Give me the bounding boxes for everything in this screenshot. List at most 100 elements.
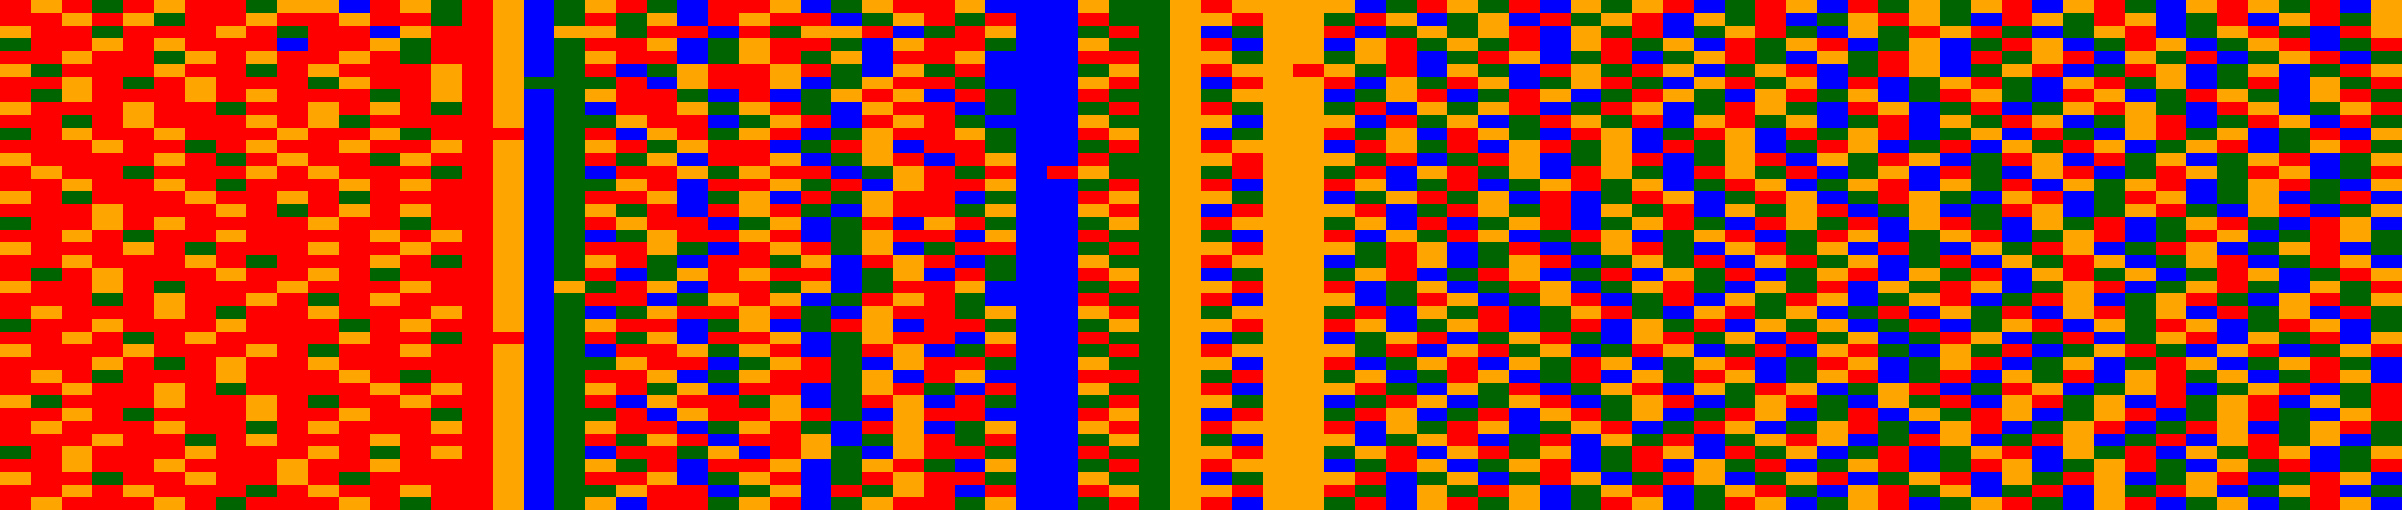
cell: [0, 38, 31, 51]
cell: [1232, 89, 1263, 102]
cell: [2032, 408, 2063, 421]
cell: [1848, 383, 1878, 395]
cell: [1509, 13, 1540, 26]
cell: [893, 0, 924, 13]
cell: [677, 434, 708, 446]
cell: [770, 115, 801, 128]
cell: [1940, 344, 1971, 357]
cell: [1232, 140, 1263, 153]
cell: [924, 191, 955, 204]
cell: [585, 217, 616, 230]
cell: [462, 434, 493, 446]
cell: [585, 51, 616, 64]
cell: [801, 497, 831, 510]
cell: [92, 217, 123, 230]
cell: [924, 51, 955, 64]
cell: [554, 0, 585, 13]
cell: [493, 217, 524, 230]
cell: [585, 128, 616, 140]
cell: [308, 242, 339, 255]
cell: [1725, 497, 1755, 510]
cell: [831, 179, 862, 191]
cell: [1417, 89, 1447, 102]
cell: [2094, 179, 2125, 191]
cell: [831, 446, 862, 459]
cell: [1324, 357, 1355, 370]
cell: [831, 268, 862, 281]
cell: [1632, 408, 1663, 421]
cell: [339, 497, 370, 510]
cell: [370, 166, 400, 179]
cell: [308, 344, 339, 357]
cell: [1601, 446, 1632, 459]
cell: [493, 395, 524, 408]
cell: [277, 230, 308, 242]
cell: [1817, 242, 1848, 255]
cell: [2340, 357, 2371, 370]
cell: [1601, 13, 1632, 26]
cell: [801, 64, 831, 77]
cell: [1940, 242, 1971, 255]
cell: [1694, 102, 1725, 115]
cell: [2279, 166, 2310, 179]
cell: [1694, 153, 1725, 166]
cell: [924, 332, 955, 344]
cell: [1078, 38, 1109, 51]
cell: [1632, 344, 1663, 357]
cell: [708, 0, 739, 13]
cell: [1109, 128, 1139, 140]
cell: [1632, 51, 1663, 64]
cell: [123, 421, 154, 434]
cell: [1078, 255, 1109, 268]
cell: [216, 13, 246, 26]
cell: [92, 38, 123, 51]
cell: [1417, 408, 1447, 421]
cell: [924, 64, 955, 77]
cell: [400, 306, 431, 319]
cell: [62, 357, 92, 370]
cell: [2310, 38, 2340, 51]
cell: [2310, 217, 2340, 230]
cell: [370, 497, 400, 510]
cell: [1201, 204, 1232, 217]
cell: [1909, 191, 1940, 204]
cell: [1355, 434, 1386, 446]
cell: [1417, 217, 1447, 230]
cell: [246, 140, 277, 153]
cell: [1324, 268, 1355, 281]
cell: [400, 357, 431, 370]
cell: [277, 357, 308, 370]
cell: [893, 204, 924, 217]
cell: [2340, 383, 2371, 395]
cell: [431, 64, 462, 77]
cell: [2125, 306, 2156, 319]
cell: [2371, 434, 2402, 446]
cell: [62, 0, 92, 13]
cell: [1293, 128, 1324, 140]
cell: [2217, 38, 2248, 51]
cell: [31, 217, 62, 230]
cell: [1509, 89, 1540, 102]
cell: [431, 268, 462, 281]
cell: [1632, 255, 1663, 268]
cell: [462, 13, 493, 26]
cell: [893, 268, 924, 281]
cell: [1786, 26, 1817, 38]
cell: [2002, 102, 2032, 115]
cell: [1078, 485, 1109, 497]
cell: [1848, 408, 1878, 421]
cell: [0, 102, 31, 115]
cell: [1940, 140, 1971, 153]
cell: [1047, 166, 1078, 179]
cell: [554, 115, 585, 128]
cell: [2217, 332, 2248, 344]
cell: [2279, 421, 2310, 434]
cell: [2217, 357, 2248, 370]
cell: [2279, 217, 2310, 230]
cell: [154, 89, 185, 102]
cell: [554, 472, 585, 485]
cell: [400, 64, 431, 77]
cell: [185, 255, 216, 268]
cell: [2371, 370, 2402, 383]
cell: [985, 102, 1016, 115]
